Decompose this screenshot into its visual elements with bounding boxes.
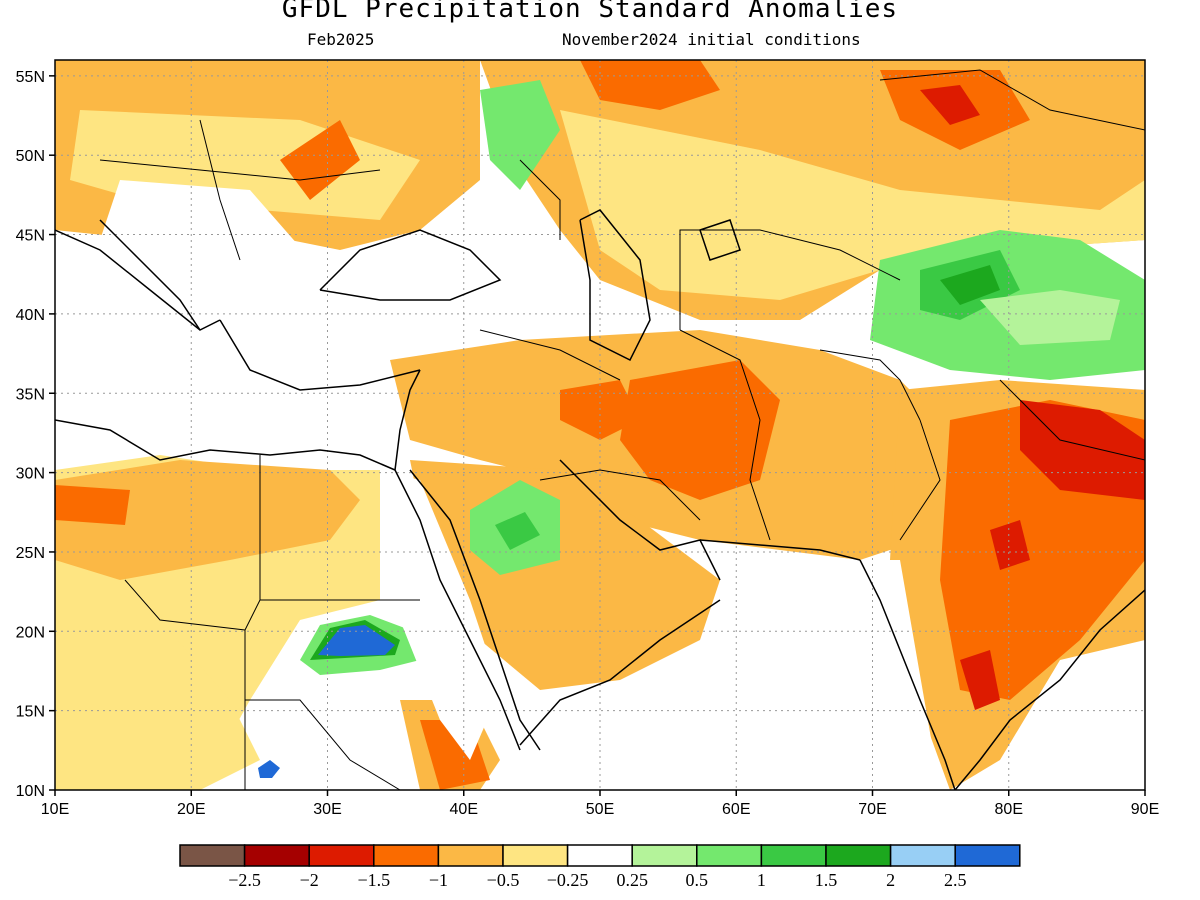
- coast-gulf: [559, 459, 721, 581]
- field-arabia-wet-core: [495, 512, 540, 550]
- lon-tick-label: 70E: [858, 801, 886, 818]
- colorbar-label: −1.5: [357, 870, 390, 890]
- lat-tick-label: 20N: [16, 624, 45, 641]
- coast-india-west: [859, 559, 956, 790]
- coast-arabia-south: [519, 599, 721, 746]
- lon-tick-label: 90E: [1131, 801, 1159, 818]
- field-arabian-sea-white: [600, 560, 940, 790]
- colorbar-swatch: [437, 844, 504, 867]
- lat-tick-labels: 10N 15N 20N 25N 30N 35N 40N 45N 50N 55N: [16, 69, 45, 800]
- field-russia-dark: [580, 60, 720, 110]
- colorbar-swatch: [889, 844, 956, 867]
- graticule: [55, 60, 1145, 790]
- colorbar-label: 1.5: [815, 870, 838, 890]
- colorbar-swatch: [954, 844, 1021, 867]
- lat-tick-label: 45N: [16, 228, 45, 245]
- field-tianshan-core: [940, 265, 1000, 305]
- coast-levant: [394, 369, 421, 471]
- colorbar-swatch: [760, 844, 827, 867]
- lat-tick-label: 35N: [16, 386, 45, 403]
- colorbar-label: −0.5: [487, 870, 520, 890]
- colorbar-label: 0.25: [616, 870, 648, 890]
- coast-caspian: [579, 209, 651, 362]
- colorbar-swatch: [631, 844, 698, 867]
- coast-india-east: [954, 589, 1145, 790]
- initial-conditions-label: November2024 initial conditions: [562, 30, 861, 49]
- colorbar-label: 2: [886, 870, 895, 890]
- lon-tick-label: 10E: [41, 801, 69, 818]
- lon-tick-label: 40E: [450, 801, 478, 818]
- colorbar-swatch: [825, 844, 892, 867]
- field-caspian-wet: [480, 80, 560, 190]
- colorbar-label: −1: [429, 870, 448, 890]
- borders: [99, 69, 1145, 790]
- coastlines: [55, 209, 1145, 790]
- lon-tick-label: 50E: [586, 801, 614, 818]
- coast-aral: [699, 219, 741, 261]
- field-india-red: [960, 650, 1000, 710]
- lat-tick-label: 10N: [16, 783, 45, 800]
- coast-adriatic: [99, 219, 201, 331]
- coast-black-sea: [319, 229, 502, 301]
- field-balkans-white: [80, 180, 480, 400]
- field-redsea-white: [380, 470, 500, 760]
- colorbar-label: −2.5: [228, 870, 261, 890]
- colorbar-swatch: [566, 844, 633, 867]
- lon-tick-label: 30E: [313, 801, 341, 818]
- lat-tick-label: 25N: [16, 545, 45, 562]
- colorbar-swatch: [696, 844, 763, 867]
- colorbar-swatch: [373, 844, 440, 867]
- colorbar-swatch: [308, 844, 375, 867]
- lon-tick-label: 60E: [722, 801, 750, 818]
- lon-tick-label: 20E: [177, 801, 205, 818]
- lon-tick-label: 80E: [995, 801, 1023, 818]
- lat-tick-label: 30N: [16, 466, 45, 483]
- coast-iran: [699, 539, 861, 561]
- colorbar-swatch: [243, 844, 310, 867]
- field-tarim-lightgreen: [980, 290, 1120, 345]
- field-sudan-blue: [318, 625, 395, 656]
- field-russia-light: [560, 110, 1145, 300]
- colorbar-label: 2.5: [944, 870, 967, 890]
- field-libya-orange: [55, 460, 360, 580]
- lat-tick-label: 55N: [16, 69, 45, 86]
- lon-tick-labels: 10E 20E 30E 40E 50E 60E 70E 80E 90E: [41, 801, 1159, 818]
- field-himalaya-red: [1020, 400, 1145, 500]
- chart-title: GFDL Precipitation Standard Anomalies: [281, 0, 899, 24]
- coast-red-sea-west: [394, 469, 521, 751]
- coast-red-sea-east: [409, 469, 541, 751]
- field-iran-dark: [620, 360, 780, 500]
- lat-tick-label: 50N: [16, 148, 45, 165]
- colorbar-swatch: [179, 844, 246, 867]
- valid-month-label: Feb2025: [307, 30, 375, 49]
- coast-europe-south: [55, 229, 221, 331]
- anomaly-fields: [55, 60, 1145, 790]
- coast-turkey: [219, 319, 421, 391]
- field-sudan-blue-small: [258, 760, 280, 778]
- coast-north-africa: [55, 419, 396, 471]
- lat-tick-label: 40N: [16, 307, 45, 324]
- colorbar-label: −2: [300, 870, 319, 890]
- lat-tick-label: 15N: [16, 704, 45, 721]
- colorbar-label: 1: [757, 870, 766, 890]
- field-siberia-red: [920, 85, 980, 125]
- colorbar-label: 0.5: [686, 870, 709, 890]
- colorbar-swatch: [502, 844, 569, 867]
- colorbar-label: −0.25: [547, 870, 589, 890]
- colorbar: −2.5 −2 −1.5 −1 −0.5 −0.25 0.25 0.5 1 1.5 2 2.5: [179, 844, 1021, 890]
- field-libya-darker: [55, 485, 130, 525]
- field-india-red-2: [990, 520, 1030, 570]
- field-east-africa-light: [55, 600, 260, 790]
